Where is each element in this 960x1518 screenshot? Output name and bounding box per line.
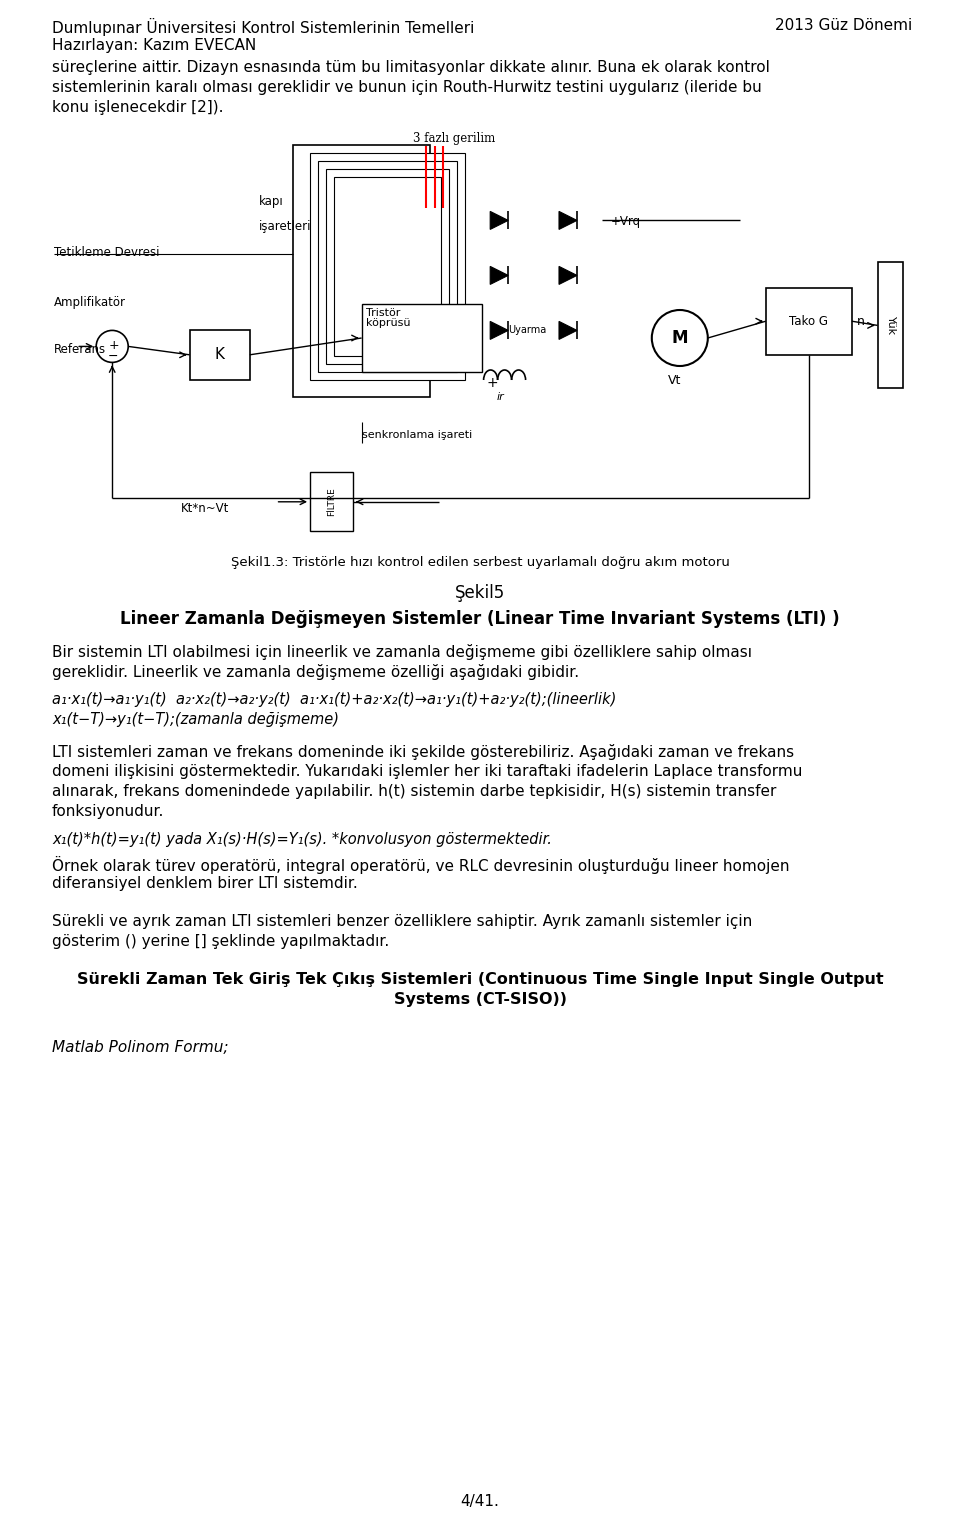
Polygon shape [491,266,508,284]
Text: işaretleri: işaretleri [258,220,311,234]
Text: sistemlerinin karalı olması gereklidir ve bunun için Routh-Hurwitz testini uygul: sistemlerinin karalı olması gereklidir v… [52,80,761,96]
Text: Dumlupınar Üniversitesi Kontrol Sistemlerinin Temelleri: Dumlupınar Üniversitesi Kontrol Sistemle… [52,18,474,36]
Text: K: K [215,348,225,363]
Text: gereklidir. Lineerlik ve zamanla değişmeme özelliği aşağıdaki gibidir.: gereklidir. Lineerlik ve zamanla değişme… [52,663,579,680]
Text: Tako G: Tako G [789,314,828,328]
Text: fonksiyonudur.: fonksiyonudur. [52,805,164,820]
Text: Hazırlayan: Kazım EVECAN: Hazırlayan: Kazım EVECAN [52,38,256,53]
Text: süreçlerine aittir. Dizayn esnasında tüm bu limitasyonlar dikkate alınır. Buna e: süreçlerine aittir. Dizayn esnasında tüm… [52,61,770,74]
Bar [362,305,482,372]
Text: Uyarma: Uyarma [508,325,546,335]
Text: Sürekli ve ayrık zaman LTI sistemleri benzer özelliklere sahiptir. Ayrık zamanlı: Sürekli ve ayrık zaman LTI sistemleri be… [52,914,753,929]
Text: köprüsü: köprüsü [366,319,410,328]
Text: Systems (CT-SISO)): Systems (CT-SISO)) [394,991,566,1006]
Text: Referans: Referans [54,343,107,355]
Text: domeni ilişkisini göstermektedir. Yukarıdaki işlemler her iki taraftaki ifadeler: domeni ilişkisini göstermektedir. Yukarı… [52,764,803,779]
Text: Yük: Yük [885,316,896,335]
Text: Amplifikatör: Amplifikatör [54,296,126,310]
Text: FİLTRE: FİLTRE [327,487,336,516]
Text: senkronlama işareti: senkronlama işareti [362,431,472,440]
Polygon shape [491,211,508,229]
Bar [310,153,465,380]
Polygon shape [491,322,508,340]
Text: −: − [108,351,119,363]
Text: x₁(t−T)→y₁(t−T);(zamanla değişmeme): x₁(t−T)→y₁(t−T);(zamanla değişmeme) [52,712,339,727]
Text: ir: ir [496,392,504,402]
Text: a₁·x₁(t)→a₁·y₁(t)  a₂·x₂(t)→a₂·y₂(t)  a₁·x₁(t)+a₂·x₂(t)→a₁·y₁(t)+a₂·y₂(t);(linee: a₁·x₁(t)→a₁·y₁(t) a₂·x₂(t)→a₂·y₂(t) a₁·x… [52,692,616,707]
Text: gösterim () yerine [] şeklinde yapılmaktadır.: gösterim () yerine [] şeklinde yapılmakt… [52,934,389,949]
Text: Şekil1.3: Tristörle hızı kontrol edilen serbest uyarlamalı doğru akım motoru: Şekil1.3: Tristörle hızı kontrol edilen … [230,556,730,569]
Bar [766,287,852,355]
Text: diferansiyel denklem birer LTI sistemdir.: diferansiyel denklem birer LTI sistemdir… [52,876,358,891]
Bar [334,178,441,357]
Text: Sürekli Zaman Tek Giriş Tek Çıkış Sistemleri (Continuous Time Single Input Singl: Sürekli Zaman Tek Giriş Tek Çıkış Sistem… [77,972,883,987]
Text: Şekil5: Şekil5 [455,584,505,603]
Text: 3 fazlı gerilim: 3 fazlı gerilim [413,132,495,146]
Text: M: M [672,329,688,348]
Polygon shape [559,266,577,284]
Polygon shape [559,211,577,229]
Text: 4/41.: 4/41. [461,1494,499,1509]
Bar [877,263,903,389]
Text: Matlab Polinom Formu;: Matlab Polinom Formu; [52,1040,228,1055]
Text: LTI sistemleri zaman ve frekans domeninde iki şekilde gösterebiliriz. Aşağıdaki : LTI sistemleri zaman ve frekans domenind… [52,744,794,761]
Circle shape [96,331,129,363]
Text: Bir sistemin LTI olabilmesi için lineerlik ve zamanla değişmeme gibi özelliklere: Bir sistemin LTI olabilmesi için lineerl… [52,644,752,660]
Text: x₁(t)*h(t)=y₁(t) yada X₁(s)·H(s)=Y₁(s). *konvolusyon göstermektedir.: x₁(t)*h(t)=y₁(t) yada X₁(s)·H(s)=Y₁(s). … [52,832,552,847]
Bar [293,144,430,396]
Text: n: n [856,314,865,328]
Circle shape [652,310,708,366]
Bar [310,472,353,531]
Text: Vt: Vt [668,373,682,387]
Text: +: + [487,376,498,390]
Polygon shape [559,322,577,340]
Text: Tetikleme Devresi: Tetikleme Devresi [54,246,159,258]
Text: +Vrq: +Vrq [611,216,641,228]
Bar [326,168,448,364]
Text: Lineer Zamanla Değişmeyen Sistemler (Linear Time Invariant Systems (LTI) ): Lineer Zamanla Değişmeyen Sistemler (Lin… [120,610,840,628]
Text: konu işlenecekdir [2]).: konu işlenecekdir [2]). [52,100,224,115]
Bar [189,329,250,380]
Text: Kt*n~Vt: Kt*n~Vt [181,501,229,515]
Text: alınarak, frekans domenindede yapılabilir. h(t) sistemin darbe tepkisidir, H(s) : alınarak, frekans domenindede yapılabili… [52,783,777,798]
Text: kapı: kapı [258,196,283,208]
Text: Tristör: Tristör [366,308,400,319]
Bar [318,161,457,372]
Text: +: + [108,340,119,352]
Text: 2013 Güz Dönemi: 2013 Güz Dönemi [775,18,912,33]
Text: Örnek olarak türev operatörü, integral operatörü, ve RLC devresinin oluşturduğu : Örnek olarak türev operatörü, integral o… [52,856,789,874]
